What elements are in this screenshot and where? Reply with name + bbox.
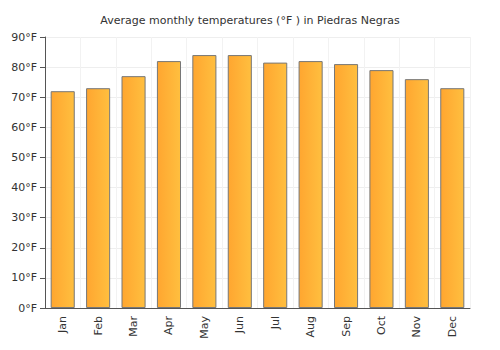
svg-text:10°F: 10°F (11, 271, 37, 284)
svg-text:20°F: 20°F (11, 241, 37, 254)
svg-text:Jan: Jan (56, 316, 69, 334)
svg-text:Jun: Jun (233, 316, 246, 334)
svg-text:Feb: Feb (92, 316, 105, 335)
svg-text:Aug: Aug (304, 316, 317, 337)
svg-text:90°F: 90°F (11, 31, 37, 44)
svg-text:Mar: Mar (127, 316, 140, 337)
svg-text:40°F: 40°F (11, 181, 37, 194)
svg-text:50°F: 50°F (11, 151, 37, 164)
svg-text:30°F: 30°F (11, 211, 37, 224)
svg-text:70°F: 70°F (11, 91, 37, 104)
svg-text:Average monthly temperatures (: Average monthly temperatures (°F ) in Pi… (100, 14, 400, 27)
svg-text:80°F: 80°F (11, 61, 37, 74)
svg-text:Oct: Oct (375, 315, 388, 335)
svg-text:Jul: Jul (269, 316, 282, 330)
svg-text:Apr: Apr (162, 316, 175, 336)
svg-text:Nov: Nov (410, 316, 423, 338)
svg-text:0°F: 0°F (18, 302, 37, 315)
svg-text:Dec: Dec (446, 316, 459, 337)
svg-text:May: May (198, 316, 211, 339)
svg-text:Sep: Sep (340, 316, 353, 337)
svg-text:60°F: 60°F (11, 121, 37, 134)
